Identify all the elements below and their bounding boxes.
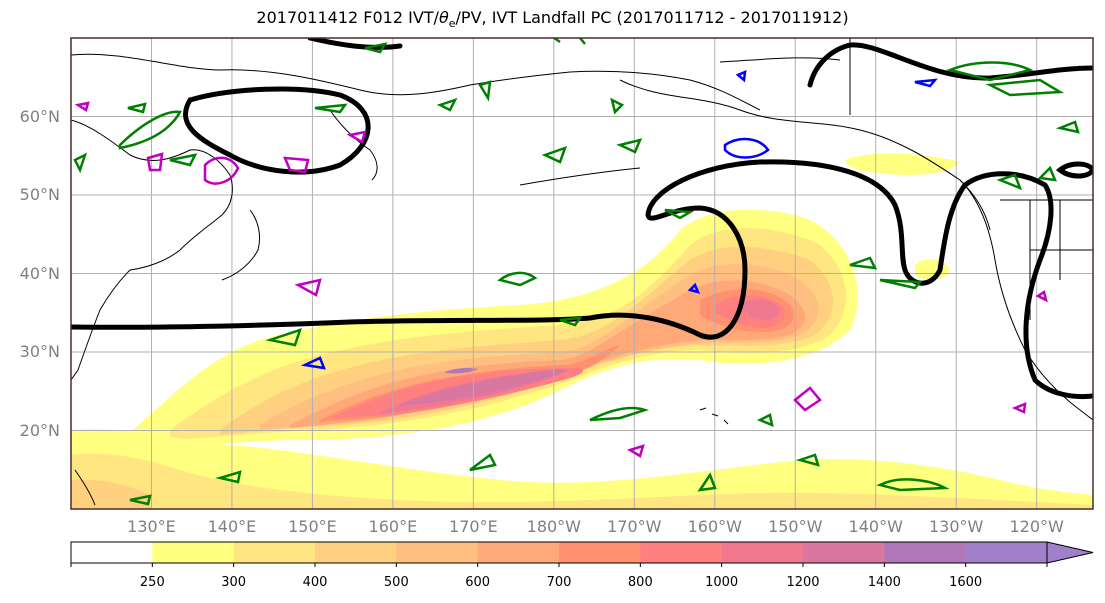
theta-symbol: θ — [438, 8, 449, 27]
coast-siberia — [71, 53, 761, 111]
colorbar-label: 250 — [139, 575, 165, 590]
colorbar — [70, 541, 1094, 567]
theta-contour-arctic — [307, 38, 403, 50]
colorbar-segment — [559, 542, 641, 563]
colorbar-label: 300 — [221, 575, 247, 590]
theta-contour-bering — [807, 42, 1093, 88]
theta-contour-asia — [183, 86, 371, 175]
colorbar-segment — [315, 542, 397, 563]
colorbar-label: 600 — [465, 575, 491, 590]
plot-title: 2017011412 F012 IVT/θe/PV, IVT Landfall … — [256, 8, 849, 31]
coast-philippines — [74, 469, 96, 506]
colorbar-segment — [721, 542, 804, 563]
lon-label: 140°W — [848, 517, 903, 536]
ivt-band-1600 — [445, 368, 478, 374]
theta-contours — [71, 38, 1093, 400]
lat-label: 50°N — [19, 185, 60, 204]
colorbar-segment — [640, 542, 723, 563]
colorbar-segment — [965, 542, 1048, 563]
coast-kamchatka — [329, 109, 378, 181]
coast-hawaii — [699, 407, 729, 425]
ivt-south-band — [71, 428, 1093, 509]
lon-label: 140°E — [207, 517, 257, 536]
ivt-south-band-core — [71, 479, 150, 509]
coast-na-west — [959, 179, 1093, 421]
ivt-south-band-inner — [71, 453, 1093, 509]
colorbar-label: 1400 — [867, 575, 901, 590]
lon-label: 170°W — [607, 517, 662, 536]
theta-contour-small — [1055, 161, 1093, 179]
colorbar-segment — [477, 542, 560, 563]
colorbar-segment — [152, 542, 235, 563]
lon-label: 170°E — [449, 517, 498, 536]
coast-aleutians — [519, 167, 641, 186]
lat-label: 20°N — [19, 420, 60, 440]
colorbar-label: 500 — [383, 575, 409, 590]
coast-japan — [221, 209, 261, 281]
lon-label: 130°W — [929, 517, 984, 536]
lat-label: 60°N — [19, 106, 60, 126]
ivt-patch-alaska — [845, 153, 960, 175]
colorbar-segment — [803, 542, 885, 563]
colorbar-label: 1000 — [705, 575, 739, 590]
map-frame — [70, 37, 1094, 510]
pv-blue-contours — [300, 69, 938, 370]
lon-label: 150°W — [768, 517, 823, 536]
lat-label: 40°N — [19, 263, 60, 283]
colorbar-segment — [233, 542, 316, 563]
pv-contours — [73, 38, 1080, 506]
lon-label: 130°E — [127, 517, 176, 536]
lon-label: 160°E — [368, 517, 418, 536]
pv-green-contours — [73, 38, 1080, 506]
ivt-band-1000 — [330, 295, 786, 418]
ivt-band-1400 — [400, 369, 568, 406]
lon-label: 120°W — [1009, 517, 1064, 536]
colorbar-label: 800 — [627, 575, 653, 590]
lon-label: 160°W — [687, 517, 742, 536]
lat-label: 30°N — [19, 342, 60, 361]
colorbar-segment — [396, 542, 479, 563]
lon-label: 150°E — [288, 517, 337, 536]
pv-magenta-contours — [74, 101, 1048, 458]
colorbar-segment — [71, 542, 153, 563]
colorbar-label: 400 — [302, 575, 328, 590]
colorbar-label: 700 — [546, 575, 572, 590]
lon-label: 180°W — [526, 517, 581, 536]
colorbar-segment — [884, 542, 967, 563]
colorbar-extend-arrow — [1046, 541, 1094, 564]
theta-contour-main — [71, 159, 1093, 400]
colorbar-label: 1600 — [949, 575, 983, 590]
colorbar-label: 1200 — [786, 575, 820, 590]
coast-asia — [71, 119, 233, 381]
gridlines — [71, 38, 1093, 509]
theta-subscript: e — [448, 17, 456, 31]
ivt-shading — [71, 153, 1093, 509]
